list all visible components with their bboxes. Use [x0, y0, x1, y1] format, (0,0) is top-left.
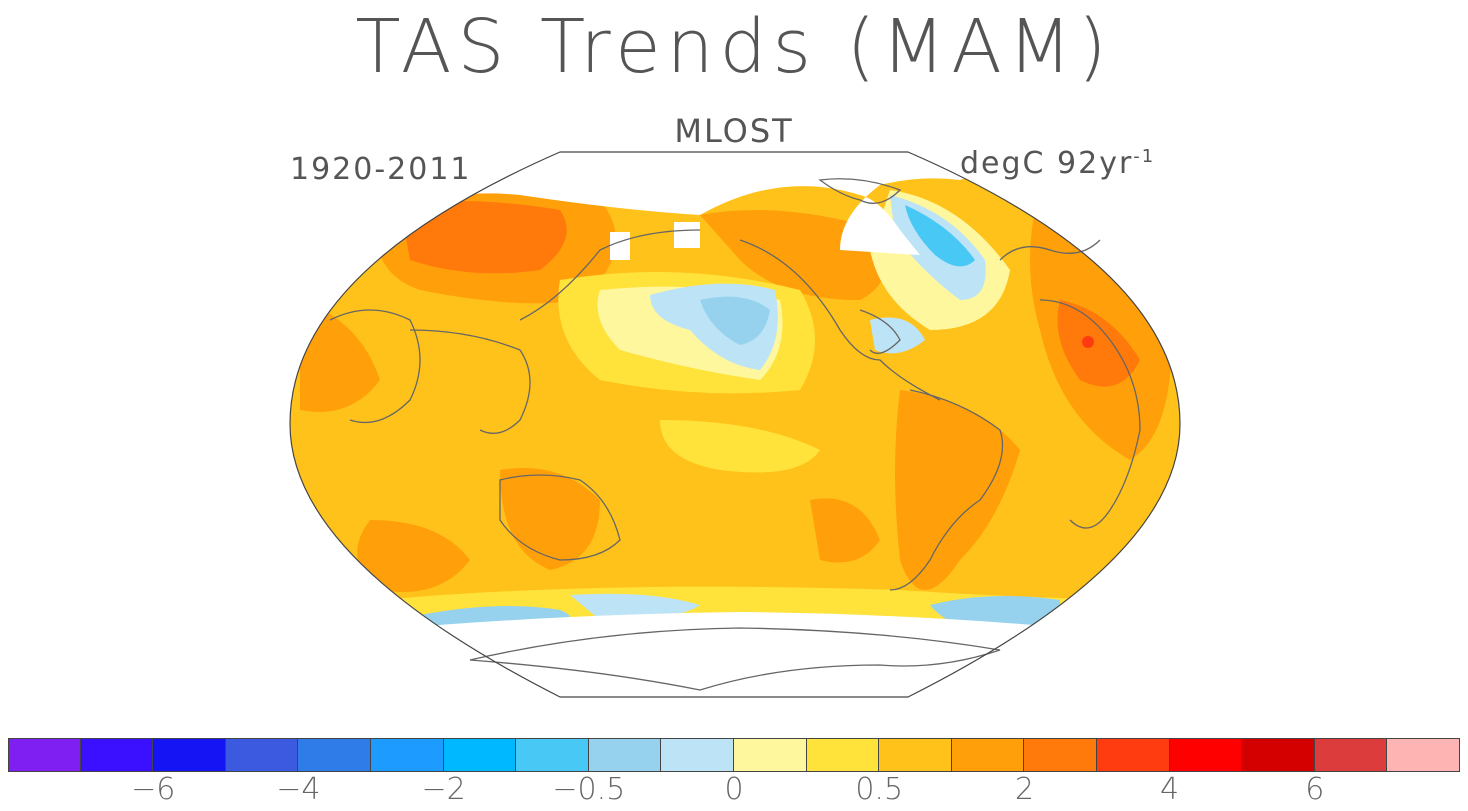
colorbar-cell — [951, 738, 1025, 772]
map-title: TAS Trends (MAM) — [355, 4, 1113, 90]
colorbar-cell — [588, 738, 662, 772]
colorbar-tick-label: −0.5 — [552, 772, 626, 807]
colorbar-cell — [225, 738, 299, 772]
colorbar-cell — [733, 738, 807, 772]
colorbar-cell — [879, 738, 952, 772]
colorbar-tick-label: 4 — [1160, 772, 1180, 807]
colorbar-cell — [370, 738, 444, 772]
colorbar-cell — [1387, 738, 1460, 772]
colorbar-cell — [661, 738, 734, 772]
colorbar-cell — [298, 738, 371, 772]
colorbar-cell — [806, 738, 880, 772]
units-label: degC 92yr-1 — [960, 146, 1155, 181]
colorbar-cell — [153, 738, 226, 772]
coastlines — [329, 178, 1141, 691]
time-period-label: 1920-2011 — [290, 152, 472, 187]
map-border — [289, 151, 1181, 698]
units-base: degC 92yr — [960, 146, 1134, 181]
colorbar-tick-label: −4 — [276, 772, 321, 807]
colorbar-cell — [1314, 738, 1388, 772]
colorbar-ticks: −6 −4 −2 −0.5 0 0.5 2 4 6 — [0, 772, 1468, 810]
colorbar-tick-label: −6 — [131, 772, 176, 807]
units-exponent: -1 — [1133, 146, 1156, 167]
colorbar-cell — [516, 738, 589, 772]
dataset-subtitle: MLOST — [674, 112, 794, 150]
trend-field — [290, 152, 1180, 697]
colorbar-cell — [1096, 738, 1170, 772]
colorbar-cell — [8, 738, 81, 772]
colorbar-cell — [1242, 738, 1315, 772]
colorbar-tick-label: 2 — [1014, 772, 1034, 807]
colorbar-tick-label: 6 — [1305, 772, 1325, 807]
colorbar-cell — [80, 738, 154, 772]
colorbar-cell — [1024, 738, 1097, 772]
colorbar-tick-label: 0.5 — [855, 772, 904, 807]
colorbar-cell — [443, 738, 517, 772]
colorbar-tick-label: 0 — [724, 772, 744, 807]
colorbar-cell — [1169, 738, 1243, 772]
colorbar-tick-label: −2 — [421, 772, 466, 807]
colorbar — [8, 738, 1460, 772]
